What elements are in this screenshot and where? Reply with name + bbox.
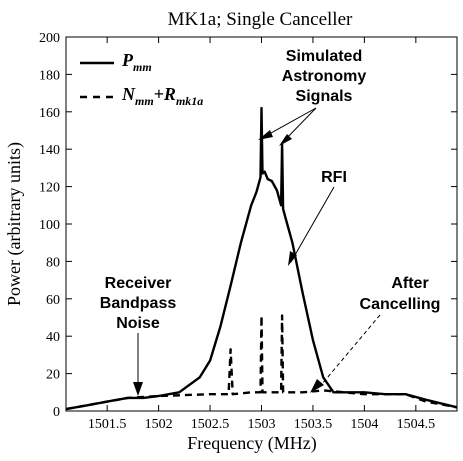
series-line-solid — [65, 106, 458, 411]
legend-label-solid: Pmm — [121, 50, 152, 74]
x-tick-label: 1503.5 — [294, 417, 333, 432]
y-tick-label: 60 — [46, 293, 60, 308]
annotation-after-line-1: After — [391, 275, 428, 292]
rfi-arrowhead — [288, 251, 297, 266]
y-tick-label: 120 — [39, 181, 60, 196]
x-tick-label: 1503 — [248, 417, 276, 432]
legend-label-dashed: Nmm+Rmk1a — [121, 84, 203, 108]
annotation-astronomy-line-1: Simulated — [286, 48, 362, 65]
annotation-after-cancelling: After Cancelling — [310, 275, 440, 393]
x-tick-label: 1502 — [145, 417, 173, 432]
x-tick-label: 1502.5 — [191, 417, 230, 432]
x-tick-label: 1504.5 — [397, 417, 436, 432]
astronomy-arrowhead-right — [279, 134, 292, 146]
x-axis-label: Frequency (MHz) — [187, 433, 316, 454]
y-tick-label: 0 — [53, 405, 60, 420]
annotation-receiver-line-2: Bandpass — [100, 295, 177, 312]
annotation-rfi: RFI — [288, 169, 347, 266]
astronomy-arrowhead-left — [258, 130, 273, 140]
annotation-astronomy-line-3: Signals — [296, 88, 353, 105]
y-tick-label: 40 — [46, 330, 60, 345]
after-cancelling-arrowhead — [310, 379, 324, 393]
rfi-arrow — [290, 186, 335, 263]
receiver-arrowhead — [133, 382, 143, 396]
y-tick-label: 200 — [39, 31, 60, 46]
annotation-astronomy-signals: Simulated Astronomy Signals — [258, 48, 366, 146]
legend: Pmm Nmm+Rmk1a — [80, 50, 203, 108]
annotation-after-line-2: Cancelling — [360, 296, 441, 313]
series-line-dashed — [65, 314, 458, 411]
x-axis: 1501.5 1502 1502.5 1503 1503.5 1504 1504.5 — [88, 37, 435, 432]
y-tick-label: 140 — [39, 143, 60, 158]
annotation-astronomy-line-2: Astronomy — [282, 68, 367, 85]
y-axis: 0 20 40 60 80 100 120 140 160 180 200 — [39, 31, 457, 420]
chart-title: MK1a; Single Canceller — [168, 9, 353, 30]
y-tick-label: 80 — [46, 255, 60, 270]
annotation-receiver-noise: Receiver Bandpass Noise — [100, 275, 177, 396]
y-tick-label: 180 — [39, 68, 60, 83]
x-tick-label: 1501.5 — [88, 417, 127, 432]
annotation-receiver-line-3: Noise — [116, 315, 160, 332]
annotation-rfi-label: RFI — [321, 169, 347, 186]
y-tick-label: 100 — [39, 218, 60, 233]
annotation-receiver-line-1: Receiver — [105, 275, 172, 292]
after-cancelling-arrow — [321, 314, 381, 385]
y-axis-label: Power (arbitrary units) — [4, 142, 25, 306]
y-tick-label: 20 — [46, 368, 60, 383]
series-layer — [65, 106, 458, 411]
x-tick-label: 1504 — [350, 417, 378, 432]
y-tick-label: 160 — [39, 106, 60, 121]
